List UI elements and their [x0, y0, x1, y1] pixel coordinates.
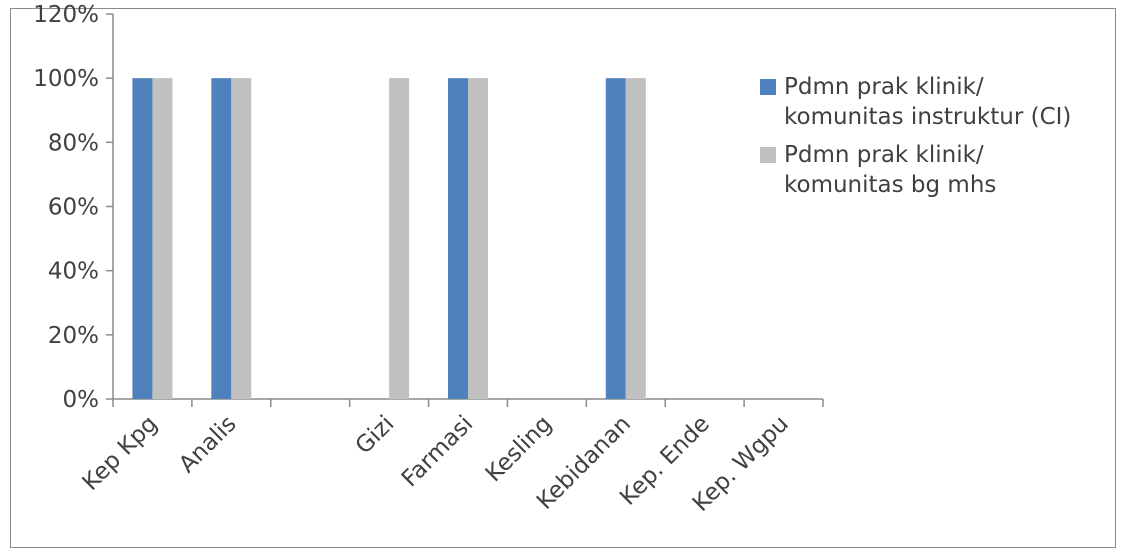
bar: [132, 78, 153, 400]
legend-label-ci-line-2: komunitas instruktur (CI): [784, 104, 1072, 130]
bar: [389, 78, 410, 400]
y-tick-label: 120%: [33, 2, 99, 28]
y-tick-label: 80%: [48, 130, 99, 156]
x-tick-label: Gizi: [351, 411, 400, 460]
y-tick-label: 20%: [48, 323, 99, 349]
y-tick-label: 40%: [48, 259, 99, 285]
legend-label-ci-line-1: Pdmn prak klinik/: [784, 74, 984, 100]
bar: [211, 78, 232, 400]
y-tick-label: 0%: [63, 387, 100, 413]
legend-item-mhs: Pdmn prak klinik/ komunitas bg mhs: [760, 140, 1120, 200]
bar: [152, 78, 173, 400]
bar: [468, 78, 488, 400]
chart-frame: [10, 8, 1116, 548]
legend-label-mhs-line-2: komunitas bg mhs: [784, 172, 997, 198]
legend-swatch-mhs: [760, 147, 776, 163]
bar: [231, 78, 252, 400]
legend-swatch-ci: [760, 79, 776, 95]
x-tick-label: Farmasi: [397, 411, 478, 492]
x-tick-label: Kesling: [481, 411, 557, 487]
x-tick-label: Analis: [174, 411, 241, 478]
x-tick-label: Kep Kpg: [78, 411, 163, 496]
bar: [605, 78, 626, 400]
legend: Pdmn prak klinik/ komunitas instruktur (…: [760, 72, 1120, 208]
legend-label-mhs-line-1: Pdmn prak klinik/: [784, 142, 984, 168]
y-tick-label: 60%: [48, 195, 99, 221]
legend-item-ci: Pdmn prak klinik/ komunitas instruktur (…: [760, 72, 1120, 132]
y-tick-label: 100%: [33, 66, 99, 92]
bar: [448, 78, 468, 400]
bar: [625, 78, 646, 400]
